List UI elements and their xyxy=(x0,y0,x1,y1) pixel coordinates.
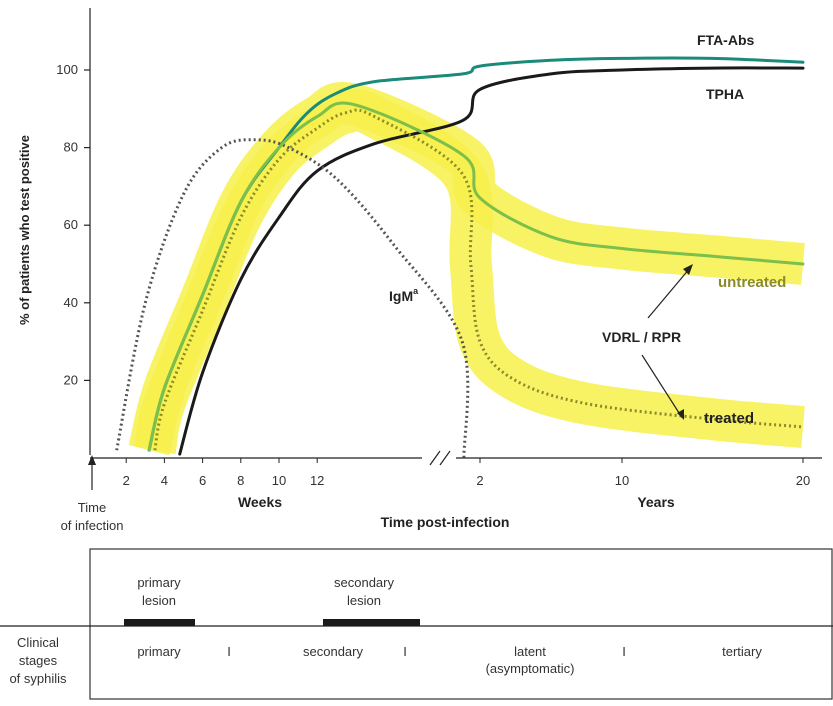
secondary-lesion-label-line-1: secondary xyxy=(334,575,394,590)
axis-break-mark xyxy=(429,450,441,466)
series-line-vdrl-rpr-treated xyxy=(153,108,804,451)
arrow-to-treated-head xyxy=(677,409,684,420)
years-unit-label: Years xyxy=(637,494,675,510)
x-tick-label-weeks: 12 xyxy=(310,473,324,488)
axes: % of patients who test positive Time pos… xyxy=(17,8,822,533)
igm-label-superscript: a xyxy=(413,286,419,296)
series-line-vdrl-rpr-untreated xyxy=(147,101,805,452)
arrow-to-treated xyxy=(641,354,682,417)
series-line-igm xyxy=(115,138,470,459)
x-tick-label-years: 2 xyxy=(476,473,483,488)
stage-separator: I xyxy=(622,644,626,659)
weeks-unit-label: Weeks xyxy=(238,494,282,510)
tick-labels: 20 40 60 80 100 2 4 6 8 10 12 2 10 20 xyxy=(56,62,810,488)
secondary-lesion-bar xyxy=(323,619,420,626)
y-tick-label: 40 xyxy=(64,295,78,310)
y-axis-title: % of patients who test positive xyxy=(17,135,32,325)
primary-lesion-bar xyxy=(124,619,195,626)
clinical-row-label-line-1: Clinical xyxy=(17,635,59,650)
x-tick-label-weeks: 6 xyxy=(199,473,206,488)
series-labels: FTA-Abs TPHA IgMa untreated treated VDRL… xyxy=(389,32,786,427)
stage-latent-sub: (asymptomatic) xyxy=(486,661,575,676)
clinical-stages-panel: Clinical stages of syphilis primary lesi… xyxy=(0,548,833,700)
x-tick-label-years: 10 xyxy=(615,473,629,488)
y-tick-label: 20 xyxy=(64,372,78,387)
igm-label-text: IgM xyxy=(389,288,413,304)
arrow-to-untreated xyxy=(647,267,691,319)
origin-label-line-2: of infection xyxy=(61,518,124,533)
x-tick-label-weeks: 4 xyxy=(161,473,168,488)
series-label-untreated: untreated xyxy=(718,274,786,291)
clinical-row-label-line-2: stages xyxy=(19,653,58,668)
x-tick-label-weeks: 10 xyxy=(272,473,286,488)
series-label-igm: IgMa xyxy=(389,286,419,304)
origin-label-line-1: Time xyxy=(78,500,106,515)
secondary-lesion-label-line-2: lesion xyxy=(347,593,381,608)
vdrl-rpr-label: VDRL / RPR xyxy=(602,329,681,345)
stage-tertiary: tertiary xyxy=(722,644,762,659)
highlight-band xyxy=(134,89,805,455)
series-layer xyxy=(115,56,805,459)
stage-secondary: secondary xyxy=(303,644,363,659)
y-tick-label: 100 xyxy=(56,62,78,77)
highlight-layer xyxy=(128,82,805,456)
x-tick-label-years: 20 xyxy=(796,473,810,488)
series-line-tpha xyxy=(178,66,805,456)
series-label-tpha: TPHA xyxy=(706,86,744,102)
x-tick-label-weeks: 8 xyxy=(237,473,244,488)
axis-break-mark xyxy=(439,450,451,466)
stage-primary: primary xyxy=(137,644,181,659)
infection-arrow-head xyxy=(88,455,96,465)
y-tick-label: 60 xyxy=(64,217,78,232)
primary-lesion-label-line-2: lesion xyxy=(142,593,176,608)
stage-separator: I xyxy=(403,644,407,659)
series-label-fta-abs: FTA-Abs xyxy=(697,32,754,48)
primary-lesion-label-line-1: primary xyxy=(137,575,181,590)
stage-separator: I xyxy=(227,644,231,659)
arrow-to-untreated-head xyxy=(683,264,693,275)
stage-latent: latent xyxy=(514,644,546,659)
clinical-panel-frame xyxy=(89,548,833,700)
y-tick-label: 80 xyxy=(64,140,78,155)
x-tick-label-weeks: 2 xyxy=(123,473,130,488)
clinical-row-label-line-3: of syphilis xyxy=(9,671,67,686)
x-axis-title: Time post-infection xyxy=(381,514,510,530)
series-label-treated: treated xyxy=(704,410,754,427)
